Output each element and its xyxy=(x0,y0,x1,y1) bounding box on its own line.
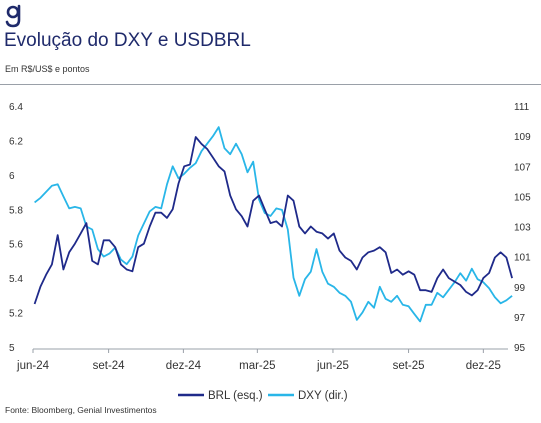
y-left-tick-label: 5.4 xyxy=(9,274,23,285)
y-left-tick-label: 5.2 xyxy=(9,309,23,320)
x-tick-label: jun-25 xyxy=(316,360,349,372)
source-note: Fonte: Bloomberg, Genial Investimentos xyxy=(5,405,157,415)
y-right-tick-label: 101 xyxy=(514,253,531,264)
chart-title: Evolução do DXY e USDBRL xyxy=(4,30,251,51)
x-tick-label: dez-25 xyxy=(466,360,501,372)
x-tick-label: set-25 xyxy=(393,360,425,372)
y-right-tick-label: 97 xyxy=(514,313,526,324)
chart-subtitle: Em R$/US$ e pontos xyxy=(5,64,90,74)
legend-dxy-label: DXY (dir.) xyxy=(298,390,348,402)
x-tick-label: dez-24 xyxy=(166,360,202,372)
genial-logo-icon xyxy=(5,4,21,28)
y-left-tick-label: 5 xyxy=(9,343,15,354)
x-tick-label: mar-25 xyxy=(239,360,275,372)
y-right-tick-label: 99 xyxy=(514,283,526,294)
brl-series-line xyxy=(33,136,513,305)
y-right-tick-label: 103 xyxy=(514,223,531,234)
x-tick-label: jun-24 xyxy=(16,360,50,372)
header-divider xyxy=(0,84,541,85)
y-left-tick-label: 6.4 xyxy=(9,102,23,113)
x-tick-label: set-24 xyxy=(93,360,126,372)
y-right-tick-label: 105 xyxy=(514,192,531,203)
y-right-tick-label: 95 xyxy=(514,343,526,354)
y-left-tick-label: 6.2 xyxy=(9,136,23,147)
y-left-tick-label: 5.8 xyxy=(9,205,23,216)
legend-brl-label: BRL (esq.) xyxy=(208,390,263,402)
y-right-tick-label: 109 xyxy=(514,132,531,143)
y-left-tick-label: 5.6 xyxy=(9,240,23,251)
y-left-tick-label: 6 xyxy=(9,171,15,182)
y-right-tick-label: 111 xyxy=(514,102,530,113)
y-right-tick-label: 107 xyxy=(514,162,531,173)
dxy-series-line xyxy=(34,126,513,323)
